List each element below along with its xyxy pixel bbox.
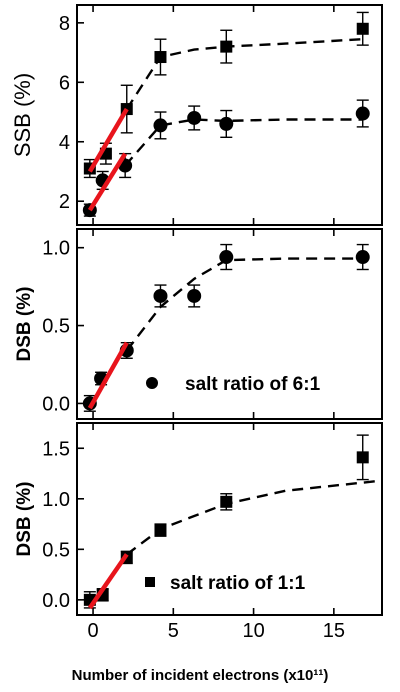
plot-frame <box>76 228 383 420</box>
data-point-circle <box>355 106 370 121</box>
plot-frame <box>76 4 383 226</box>
linear-fit-red <box>87 152 128 212</box>
data-point-square <box>154 524 167 537</box>
panel-ssb: SSB (%) 2 4 6 8 <box>10 4 383 226</box>
y-tick-label: 0.0 <box>42 393 70 415</box>
data-point-square <box>154 51 167 64</box>
plot-frame <box>76 422 383 616</box>
y-tick-label: 8 <box>59 13 70 35</box>
data-point-square <box>220 495 233 508</box>
data-point-circle <box>219 250 234 265</box>
fit-curve-dashed <box>126 479 383 556</box>
y-tick-label: 4 <box>59 132 70 154</box>
y-tick-label: 1.5 <box>42 438 70 460</box>
data-point-square <box>220 40 233 53</box>
y-axis-label: DSB (%) <box>14 287 35 362</box>
x-tick-label: 15 <box>323 620 345 642</box>
data-point-circle <box>355 250 370 265</box>
fit-curve-dashed <box>124 118 363 167</box>
y-tick-label: 1.0 <box>42 238 70 260</box>
legend-marker-square <box>145 577 155 587</box>
y-tick-label: 0.5 <box>42 316 70 338</box>
legend-label: salt ratio of 6:1 <box>185 374 321 395</box>
y-axis-label: DSB (%) <box>14 482 35 557</box>
panel-dsb-6-1: DSB (%) salt ratio of 6:1 0.0 0.5 1.0 <box>14 228 383 420</box>
panel-dsb-1-1: DSB (%) salt ratio of 1:1 Number of inci… <box>14 422 383 684</box>
y-tick-label: 0.0 <box>42 590 70 612</box>
x-tick-label: 0 <box>87 620 98 642</box>
linear-fit-red <box>87 107 129 173</box>
data-point-circle <box>187 288 202 303</box>
data-point-square <box>356 22 369 35</box>
data-point-circle <box>219 116 234 131</box>
fit-curve-dashed <box>125 38 363 110</box>
y-tick-label: 2 <box>59 191 70 213</box>
y-tick-label: 1.0 <box>42 489 70 511</box>
legend-marker-circle <box>146 377 158 389</box>
data-point-square <box>356 451 369 464</box>
x-tick-label: 5 <box>168 620 179 642</box>
fit-curve-dashed <box>125 257 363 352</box>
x-tick-label: 10 <box>242 620 264 642</box>
data-point-circle <box>153 288 168 303</box>
linear-fit-red <box>87 341 129 410</box>
y-tick-label: 0.5 <box>42 539 70 561</box>
y-tick-label: 6 <box>59 72 70 94</box>
x-axis-label: Number of incident electrons (x10¹¹) <box>72 667 329 684</box>
data-point-circle <box>187 110 202 125</box>
linear-fit-red <box>87 553 129 610</box>
legend-label: salt ratio of 1:1 <box>170 573 306 594</box>
y-axis-label: SSB (%) <box>10 73 35 157</box>
data-point-circle <box>153 118 168 133</box>
